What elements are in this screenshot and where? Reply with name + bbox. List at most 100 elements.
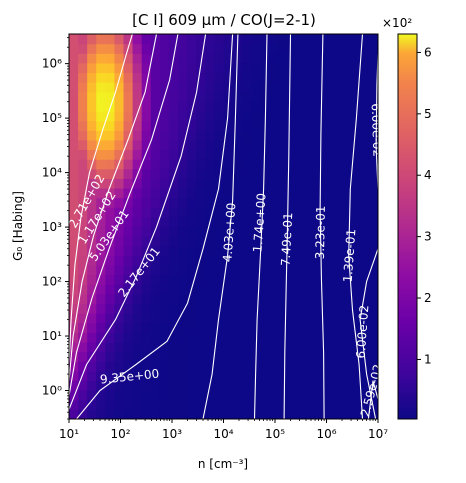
heatmap-cell <box>214 303 225 314</box>
heatmap-cell <box>105 409 116 419</box>
heatmap-cell <box>205 332 216 343</box>
heatmap-cell <box>232 236 243 247</box>
heatmap-cell <box>178 322 188 333</box>
heatmap-cell <box>96 399 106 410</box>
heatmap-cell <box>332 399 343 410</box>
heatmap-cell <box>178 197 188 208</box>
heatmap-cell <box>168 342 179 353</box>
heatmap-cell <box>187 101 197 112</box>
heatmap-cell <box>305 390 315 401</box>
heatmap-cell <box>123 370 134 382</box>
heatmap-cell <box>141 178 152 189</box>
heatmap-cell <box>132 293 143 305</box>
heatmap-cell <box>296 139 306 151</box>
heatmap-cell <box>259 255 270 266</box>
heatmap-cell <box>278 265 288 276</box>
heatmap-cell <box>250 188 261 199</box>
heatmap-cell <box>105 332 116 343</box>
heatmap-cell <box>187 399 197 410</box>
heatmap-cell <box>159 130 170 141</box>
heatmap-cell <box>341 139 352 151</box>
heatmap-cell <box>205 293 216 305</box>
heatmap-cell <box>214 43 225 54</box>
heatmap-cell <box>223 322 234 333</box>
heatmap-cell <box>123 111 134 122</box>
heatmap-cell <box>141 370 152 382</box>
heatmap-cell <box>296 255 306 266</box>
heatmap-cell <box>241 322 252 333</box>
heatmap-cell <box>287 207 297 218</box>
heatmap-cell <box>250 255 261 266</box>
heatmap-cell <box>223 62 234 74</box>
heatmap-cell <box>350 130 361 141</box>
heatmap-cell <box>350 91 361 102</box>
heatmap-cell <box>150 399 161 410</box>
heatmap-cell <box>159 53 170 64</box>
heatmap-cell <box>78 342 88 353</box>
heatmap-cell <box>187 245 197 256</box>
heatmap-cell <box>114 149 125 160</box>
heatmap-cell <box>178 111 188 122</box>
heatmap-cell <box>223 380 234 391</box>
heatmap-cell <box>69 265 79 276</box>
heatmap-cell <box>132 62 143 74</box>
heatmap-cell <box>214 34 225 45</box>
heatmap-cell <box>78 101 88 112</box>
heatmap-cell <box>223 313 234 324</box>
heatmap-cell <box>87 120 97 131</box>
heatmap-cell <box>268 409 279 419</box>
heatmap-cell <box>214 380 225 391</box>
heatmap-cell <box>87 111 97 122</box>
heatmap-cell <box>205 62 216 74</box>
heatmap-cell <box>187 72 197 83</box>
heatmap-cell <box>105 303 116 314</box>
heatmap-cell <box>232 91 243 102</box>
colorbar-tick-label: 2 <box>424 291 432 305</box>
heatmap-cell <box>187 111 197 122</box>
heatmap-cell <box>141 62 152 74</box>
heatmap-cell <box>141 399 152 410</box>
x-tick-label: 10² <box>110 427 130 441</box>
heatmap-cell <box>359 293 370 305</box>
heatmap-cell <box>105 178 116 189</box>
heatmap-cell <box>69 91 79 102</box>
heatmap-cell <box>178 168 188 179</box>
heatmap-cell <box>159 409 170 419</box>
heatmap-cell <box>341 226 352 237</box>
heatmap-cell <box>268 111 279 122</box>
heatmap-cell <box>368 72 378 83</box>
heatmap-cell <box>69 332 79 343</box>
heatmap-cell <box>350 72 361 83</box>
contour-label: 1.39e-01 <box>341 228 359 283</box>
heatmap-cell <box>159 322 170 333</box>
heatmap-cell <box>359 380 370 391</box>
heatmap-cell <box>141 130 152 141</box>
heatmap-cell <box>368 197 378 208</box>
heatmap-cell <box>341 43 352 54</box>
heatmap-cell <box>287 34 297 45</box>
heatmap-cell <box>78 409 88 419</box>
heatmap-cell <box>187 62 197 74</box>
heatmap-cell <box>141 332 152 343</box>
heatmap-cell <box>250 159 261 170</box>
heatmap-cell <box>332 111 343 122</box>
heatmap-cell <box>314 207 325 218</box>
heatmap-cell <box>241 91 252 102</box>
heatmap-cell <box>259 380 270 391</box>
heatmap-cell <box>296 322 306 333</box>
heatmap-cell <box>105 361 116 372</box>
heatmap-cell <box>296 216 306 228</box>
heatmap-cell <box>223 409 234 419</box>
heatmap-cell <box>278 91 288 102</box>
heatmap-cell <box>323 178 334 189</box>
heatmap-cell <box>123 72 134 83</box>
heatmap-cell <box>314 293 325 305</box>
heatmap-cell <box>232 111 243 122</box>
heatmap-cell <box>332 274 343 285</box>
heatmap-cell <box>314 43 325 54</box>
heatmap-cell <box>96 361 106 372</box>
heatmap-cell <box>187 197 197 208</box>
contour-label: 6.00e-02 <box>369 103 385 157</box>
heatmap-cell <box>268 91 279 102</box>
heatmap-cell <box>214 207 225 218</box>
